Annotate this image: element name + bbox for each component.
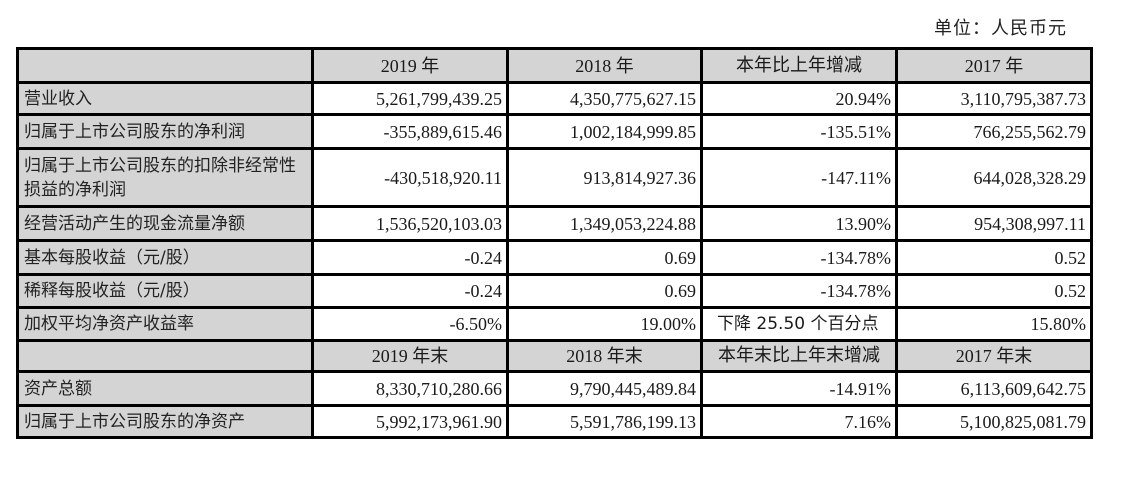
cell-2018: 4,350,775,627.15 [506,81,703,116]
cell-2019: -355,889,615.46 [311,113,509,150]
table-row: 归属于上市公司股东的净利润 -355,889,615.46 1,002,184,… [16,113,1093,150]
header-year-end-change: 本年末比上年末增减 [700,339,898,373]
header-2019: 2019 年 [311,47,509,84]
cell-2018: 5,591,786,199.13 [506,404,703,439]
row-label-net-assets: 归属于上市公司股东的净资产 [16,404,314,439]
cell-change: -135.51% [700,113,898,150]
cell-2019: 1,536,520,103.03 [311,205,509,242]
row-label-net-profit: 归属于上市公司股东的净利润 [16,113,314,150]
cell-2018: 1,002,184,999.85 [506,113,703,150]
cell-2018: 19.00% [506,306,703,342]
row-label-weighted-roe: 加权平均净资产收益率 [16,306,314,342]
cell-change: -134.78% [700,273,898,309]
cell-change: -147.11% [700,147,898,208]
currency-unit-label: 单位：人民币元 [934,18,1067,38]
financial-summary-table: 2019 年 2018 年 本年比上年增减 2017 年 营业收入 5,261,… [16,47,1093,439]
row-label-operating-cash-flow: 经营活动产生的现金流量净额 [16,205,314,242]
cell-2019: 5,261,799,439.25 [311,81,509,116]
cell-2018: 913,814,927.36 [506,147,703,208]
header-2018-year-end: 2018 年末 [506,339,703,373]
row-label-basic-eps: 基本每股收益（元/股） [16,239,314,276]
header-2017-year-end: 2017 年末 [895,339,1093,373]
cell-2018: 0.69 [506,239,703,276]
header-yoy-change: 本年比上年增减 [700,47,898,84]
header-blank-cell [16,47,314,84]
cell-change: 7.16% [700,404,898,439]
cell-2019: -0.24 [311,239,509,276]
header-row-annual: 2019 年 2018 年 本年比上年增减 2017 年 [16,47,1093,84]
cell-2017: 0.52 [895,239,1093,276]
table-row: 稀释每股收益（元/股） -0.24 0.69 -134.78% 0.52 [16,273,1093,309]
cell-2019: 5,992,173,961.90 [311,404,509,439]
cell-2019: -430,518,920.11 [311,147,509,208]
header-row-year-end: 2019 年末 2018 年末 本年末比上年末增减 2017 年末 [16,339,1093,373]
cell-change: 下降 25.50 个百分点 [700,306,898,342]
row-label-net-profit-excl-nonrecurring: 归属于上市公司股东的扣除非经常性损益的净利润 [16,147,314,208]
cell-2017: 0.52 [895,273,1093,309]
cell-2018: 1,349,053,224.88 [506,205,703,242]
cell-2019: -6.50% [311,306,509,342]
cell-2017: 766,255,562.79 [895,113,1093,150]
cell-2017: 644,028,328.29 [895,147,1093,208]
row-label-diluted-eps: 稀释每股收益（元/股） [16,273,314,309]
table-row: 基本每股收益（元/股） -0.24 0.69 -134.78% 0.52 [16,239,1093,276]
row-label-revenue: 营业收入 [16,81,314,116]
cell-2017: 15.80% [895,306,1093,342]
table-row: 经营活动产生的现金流量净额 1,536,520,103.03 1,349,053… [16,205,1093,242]
table-row: 加权平均净资产收益率 -6.50% 19.00% 下降 25.50 个百分点 1… [16,306,1093,342]
header-blank-cell [16,339,314,373]
cell-2018: 9,790,445,489.84 [506,370,703,407]
cell-change: 20.94% [700,81,898,116]
table-row: 营业收入 5,261,799,439.25 4,350,775,627.15 2… [16,81,1093,116]
header-2018: 2018 年 [506,47,703,84]
cell-change: -14.91% [700,370,898,407]
cell-2018: 0.69 [506,273,703,309]
header-2017: 2017 年 [895,47,1093,84]
cell-2017: 5,100,825,081.79 [895,404,1093,439]
cell-2017: 3,110,795,387.73 [895,81,1093,116]
header-2019-year-end: 2019 年末 [311,339,509,373]
cell-2017: 954,308,997.11 [895,205,1093,242]
row-label-total-assets: 资产总额 [16,370,314,407]
cell-change: 13.90% [700,205,898,242]
table-row: 资产总额 8,330,710,280.66 9,790,445,489.84 -… [16,370,1093,407]
table-row: 归属于上市公司股东的净资产 5,992,173,961.90 5,591,786… [16,404,1093,439]
table-row: 归属于上市公司股东的扣除非经常性损益的净利润 -430,518,920.11 9… [16,147,1093,208]
cell-change: -134.78% [700,239,898,276]
cell-2019: 8,330,710,280.66 [311,370,509,407]
cell-2019: -0.24 [311,273,509,309]
cell-2017: 6,113,609,642.75 [895,370,1093,407]
